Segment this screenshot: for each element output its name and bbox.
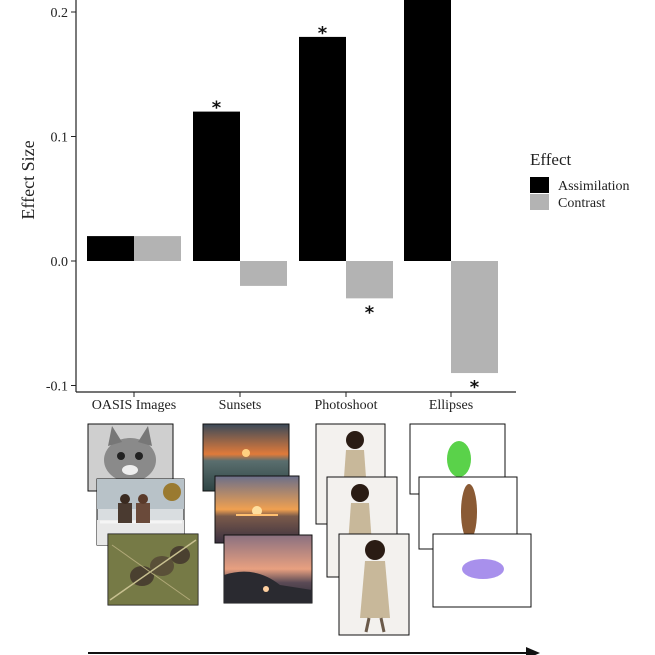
ellipse-thumbnails	[409, 423, 532, 608]
y-tick-label: -0.1	[46, 380, 68, 395]
y-tick-label: 0.0	[51, 255, 69, 270]
y-tick-label: 0.1	[51, 131, 69, 146]
significance-star: *	[365, 302, 375, 323]
x-tick-label: OASIS Images	[92, 398, 176, 413]
bar-contrast-1	[240, 261, 287, 286]
purple-ellipse	[432, 533, 532, 608]
bar-assimilation-3	[404, 0, 451, 262]
x-ticks: OASIS Images Sunsets Photoshoot Ellipses	[92, 392, 473, 413]
bars	[87, 0, 498, 374]
progression-arrow	[88, 647, 540, 655]
y-tick-label: 0.2	[51, 6, 69, 21]
significance-star: *	[212, 98, 222, 119]
bar-contrast-2	[346, 261, 393, 299]
bar-contrast-0	[134, 236, 181, 261]
oasis-thumbnails	[87, 423, 199, 606]
bar-assimilation-1	[193, 111, 240, 261]
sunset-sea-2	[214, 475, 300, 544]
y-axis-label: Effect Size	[18, 140, 38, 219]
y-ticks: -0.1 0.0 0.1 0.2	[46, 6, 76, 395]
legend: Effect Assimilation Contrast	[530, 150, 630, 211]
legend-swatch-assimilation	[530, 177, 549, 193]
significance-star: *	[470, 377, 480, 398]
sunset-sea-3	[223, 534, 313, 604]
significance-star: *	[318, 23, 328, 44]
bar-assimilation-0	[87, 236, 134, 261]
bar-contrast-3	[451, 261, 498, 374]
legend-label-contrast: Contrast	[558, 196, 606, 211]
photoshoot-thumbnails	[315, 423, 410, 636]
x-tick-label: Ellipses	[429, 398, 473, 413]
legend-title: Effect	[530, 150, 571, 169]
sunset-thumbnails	[202, 423, 313, 604]
x-tick-label: Sunsets	[219, 398, 262, 413]
bar-assimilation-2	[299, 36, 346, 262]
legend-label-assimilation: Assimilation	[558, 179, 630, 194]
pinecones-photo	[107, 533, 199, 606]
x-tick-label: Photoshoot	[314, 398, 377, 413]
legend-swatch-contrast	[530, 194, 549, 210]
model-pose-3	[338, 533, 410, 636]
significance-markers: * * * *	[212, 23, 480, 398]
